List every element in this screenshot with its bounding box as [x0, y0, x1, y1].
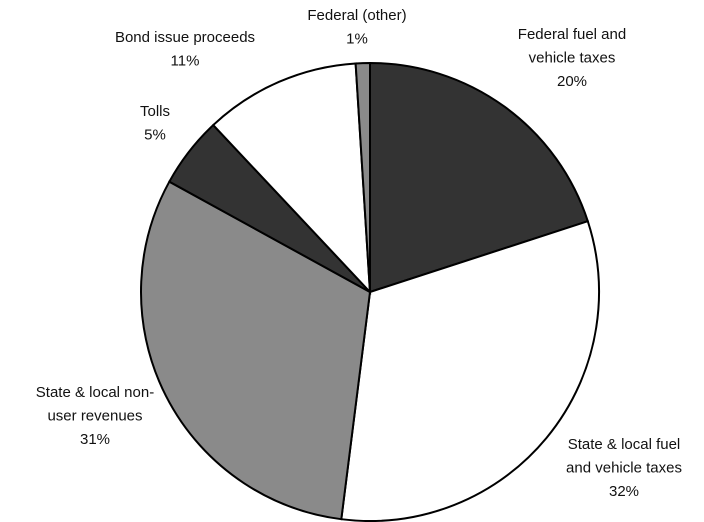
slice-label: user revenues	[47, 407, 142, 424]
pie-slice	[354, 61, 371, 293]
slice-label: Federal (other)	[307, 7, 406, 24]
slice-label: vehicle taxes	[529, 49, 616, 66]
pie-slice	[140, 180, 372, 521]
slice-label: Federal fuel and	[518, 26, 626, 43]
pie-slice	[369, 61, 590, 294]
slice-label: Tolls	[140, 103, 170, 120]
slice-value-label: 32%	[609, 483, 639, 500]
slice-label: and vehicle taxes	[566, 459, 682, 476]
slice-value-label: 5%	[144, 126, 166, 143]
slice-value-label: 11%	[171, 52, 200, 69]
slice-label: State & local fuel	[568, 436, 681, 453]
slice-value-label: 20%	[557, 73, 587, 90]
slice-label: State & local non-	[36, 384, 154, 401]
slice-value-label: 31%	[80, 431, 110, 448]
slice-label: Bond issue proceeds	[115, 29, 255, 46]
pie-slice	[340, 219, 600, 522]
slice-value-label: 1%	[346, 30, 368, 47]
pie-slice	[211, 62, 372, 295]
